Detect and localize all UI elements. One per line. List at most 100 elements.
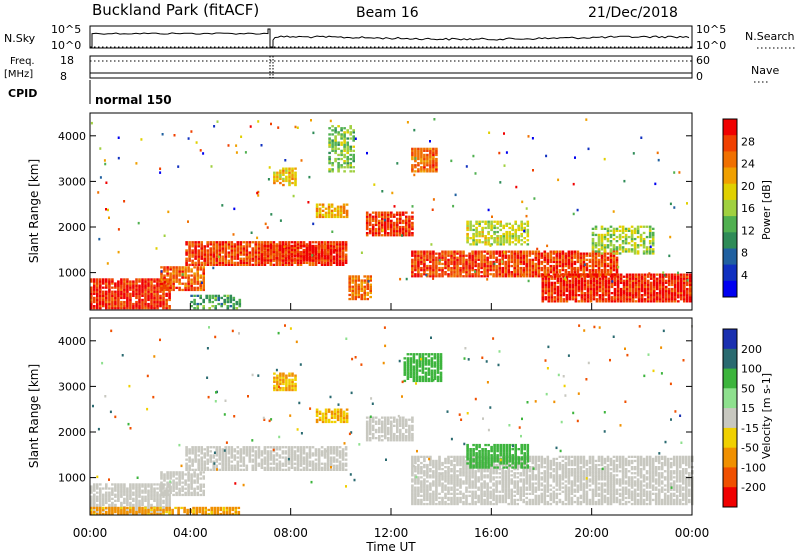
range-gate-cell <box>211 301 214 303</box>
range-gate-cell <box>369 220 372 222</box>
range-gate-cell <box>456 263 459 265</box>
range-gate-cell <box>191 256 194 258</box>
range-gate-cell <box>429 150 432 152</box>
range-gate-cell <box>234 251 237 253</box>
range-gate-cell <box>309 448 312 450</box>
range-gate-cell <box>396 220 399 222</box>
range-gate-cell <box>209 450 212 452</box>
range-gate-cell <box>459 271 462 273</box>
range-gate-cell <box>107 262 109 265</box>
range-gate-cell <box>294 456 297 458</box>
range-gate-cell <box>411 253 414 255</box>
range-gate-cell <box>542 284 545 286</box>
range-gate-cell <box>273 264 276 266</box>
range-gate-cell <box>132 303 135 305</box>
range-gate-cell <box>291 450 294 452</box>
range-gate-cell <box>203 467 206 469</box>
range-gate-cell <box>649 252 652 254</box>
range-gate-cell <box>557 278 560 280</box>
range-gate-cell <box>132 498 135 500</box>
range-gate-cell <box>322 210 325 212</box>
range-gate-cell <box>312 446 315 448</box>
range-gate-cell <box>578 282 581 284</box>
range-gate-cell <box>261 461 264 463</box>
range-gate-cell <box>303 469 306 471</box>
range-gate-cell <box>366 417 369 419</box>
range-gate-cell <box>153 289 156 291</box>
range-gate-cell <box>252 264 255 266</box>
range-gate-cell <box>337 166 340 168</box>
range-gate-cell <box>267 456 270 458</box>
range-gate-cell <box>420 275 423 277</box>
range-gate-cell <box>159 504 162 506</box>
range-gate-cell <box>325 208 328 210</box>
range-gate-cell <box>411 156 414 158</box>
range-gate-cell <box>604 228 607 230</box>
range-gate-cell <box>108 297 111 299</box>
range-gate-cell <box>429 170 432 172</box>
range-gate-cell <box>608 284 611 286</box>
range-gate-cell <box>234 256 237 258</box>
range-gate-cell <box>607 259 610 261</box>
range-gate-cell <box>169 272 172 274</box>
range-gate-cell <box>593 288 596 290</box>
range-gate-cell <box>163 475 166 477</box>
range-gate-cell <box>596 278 599 280</box>
range-gate-cell <box>601 236 604 238</box>
range-gate-cell <box>191 459 194 461</box>
range-gate-cell <box>659 274 662 276</box>
range-gate-cell <box>209 469 212 471</box>
range-gate-cell <box>264 247 267 249</box>
range-gate-cell <box>105 282 108 284</box>
range-gate-cell <box>99 492 102 494</box>
range-gate-cell <box>105 301 108 303</box>
range-gate-cell <box>571 259 574 261</box>
range-gate-cell <box>346 158 349 160</box>
range-gate-cell <box>553 269 556 271</box>
range-gate-cell <box>466 241 469 243</box>
range-gate-cell <box>193 283 196 285</box>
range-gate-cell <box>414 255 417 257</box>
range-gate-cell <box>249 243 252 245</box>
range-gate-cell <box>650 300 653 302</box>
range-gate-cell <box>584 280 587 282</box>
range-gate-cell <box>327 467 330 469</box>
range-gate-cell <box>616 230 619 232</box>
range-gate-cell <box>495 251 498 253</box>
range-gate-cell <box>150 282 153 284</box>
range-gate-cell <box>172 270 175 272</box>
range-gate-cell <box>686 288 689 290</box>
range-gate-cell <box>181 277 184 279</box>
range-gate-cell <box>202 274 205 276</box>
range-gate-cell <box>544 257 547 259</box>
range-gate-cell <box>677 276 680 278</box>
range-gate-cell <box>258 258 261 260</box>
range-gate-cell <box>346 216 349 218</box>
range-gate-cell <box>565 269 568 271</box>
range-gate-cell <box>336 469 339 471</box>
range-gate-cell <box>616 236 619 238</box>
range-gate-cell <box>596 300 599 302</box>
range-gate-cell <box>614 278 617 280</box>
range-gate-cell <box>159 297 162 299</box>
range-gate-cell <box>354 284 357 286</box>
range-gate-cell <box>554 278 557 280</box>
range-gate-cell <box>560 278 563 280</box>
range-gate-cell <box>156 307 159 309</box>
range-gate-cell <box>234 448 237 450</box>
range-gate-cell <box>135 289 138 291</box>
range-gate-cell <box>538 265 541 267</box>
range-gate-cell <box>144 291 147 293</box>
range-gate-cell <box>583 267 586 269</box>
range-gate-cell <box>671 278 674 280</box>
range-gate-cell <box>592 253 595 255</box>
range-gate-cell <box>411 269 414 271</box>
range-gate-cell <box>644 290 647 292</box>
range-gate-cell <box>117 496 120 498</box>
range-gate-cell <box>559 255 562 257</box>
range-gate-cell <box>224 463 227 465</box>
range-gate-cell <box>447 259 450 261</box>
range-gate-cell <box>616 261 619 263</box>
range-gate-cell <box>306 259 309 261</box>
range-gate-cell <box>532 253 535 255</box>
